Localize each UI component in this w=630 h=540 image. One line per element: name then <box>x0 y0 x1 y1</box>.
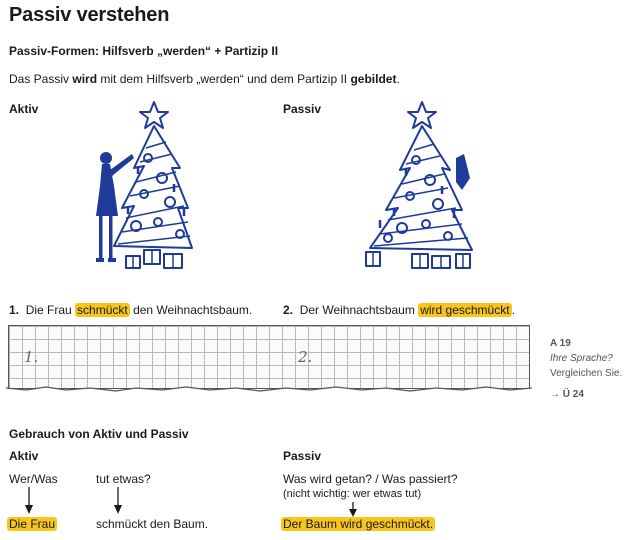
sentence-1-number: 1. <box>9 303 20 317</box>
sentence-2-post: . <box>511 303 515 317</box>
intro-part-2: mit dem Hilfsverb „werden“ und dem Parti… <box>97 72 351 86</box>
sentence-passiv: 2. Der Weihnachtsbaum wird geschmückt. <box>283 303 515 317</box>
arrow-down-icon <box>114 487 122 514</box>
usage-subject: Die Frau <box>7 517 58 531</box>
forms-heading: Passiv-Formen: Hilfsverb „werden“ + Part… <box>9 44 279 58</box>
arrow-down-icon <box>25 487 33 514</box>
torn-paper-edge <box>6 386 532 394</box>
usage-answer-highlight: Der Baum wird geschmückt. <box>281 517 436 531</box>
usage-note-passiv: (nicht wichtig: wer etwas tut) <box>283 488 422 500</box>
writing-number-2: 2. <box>298 348 313 366</box>
sentence-2-pre: Der Weihnachtsbaum <box>299 303 419 317</box>
sentence-1-pre: Die Frau <box>25 303 76 317</box>
intro-part-1: Das Passiv <box>9 72 73 86</box>
side-note-code: A 19 <box>550 338 571 349</box>
usage-does: tut etwas? <box>96 472 151 486</box>
intro-text: Das Passiv wird mit dem Hilfsverb „werde… <box>9 72 400 86</box>
sentence-aktiv: 1. Die Frau schmückt den Weihnachtsbaum. <box>9 303 252 317</box>
sentence-2-number: 2. <box>283 303 294 317</box>
side-note: A 19 Ihre Sprache? Vergleichen Sie. <box>550 336 622 381</box>
page-title: Passiv verstehen <box>9 4 170 26</box>
aktiv-label: Aktiv <box>9 102 39 116</box>
usage-question-passiv: Was wird getan? / Was passiert? <box>283 472 458 486</box>
arrow-down-icon <box>349 502 357 517</box>
sentence-1-post: den Weihnachtsbaum. <box>129 303 253 317</box>
sentence-2-highlight: wird geschmückt <box>418 303 512 317</box>
usage-subject-highlight: Die Frau <box>7 517 58 531</box>
passiv-label: Passiv <box>283 102 322 116</box>
usage-answer-passiv: Der Baum wird geschmückt. <box>281 517 436 531</box>
sentence-1-highlight: schmückt <box>75 303 130 317</box>
usage-passiv-label: Passiv <box>283 449 322 463</box>
exercise-reference[interactable]: → Ü 24 <box>550 389 584 400</box>
side-note-line-1: Ihre Sprache? <box>550 353 613 364</box>
side-note-line-2: Vergleichen Sie. <box>550 368 623 379</box>
writing-grid[interactable] <box>8 325 530 389</box>
woman-decorating-tree-illustration <box>96 101 193 269</box>
intro-bold-gebildet: gebildet <box>350 72 397 86</box>
decorated-tree-illustration <box>365 101 473 269</box>
usage-predicate: schmückt den Baum. <box>96 517 209 531</box>
writing-number-1: 1. <box>24 348 39 366</box>
usage-heading: Gebrauch von Aktiv und Passiv <box>9 427 189 441</box>
intro-part-3: . <box>396 72 400 86</box>
usage-who: Wer/Was <box>9 472 58 486</box>
usage-aktiv-label: Aktiv <box>9 449 39 463</box>
intro-bold-wird: wird <box>72 72 98 86</box>
